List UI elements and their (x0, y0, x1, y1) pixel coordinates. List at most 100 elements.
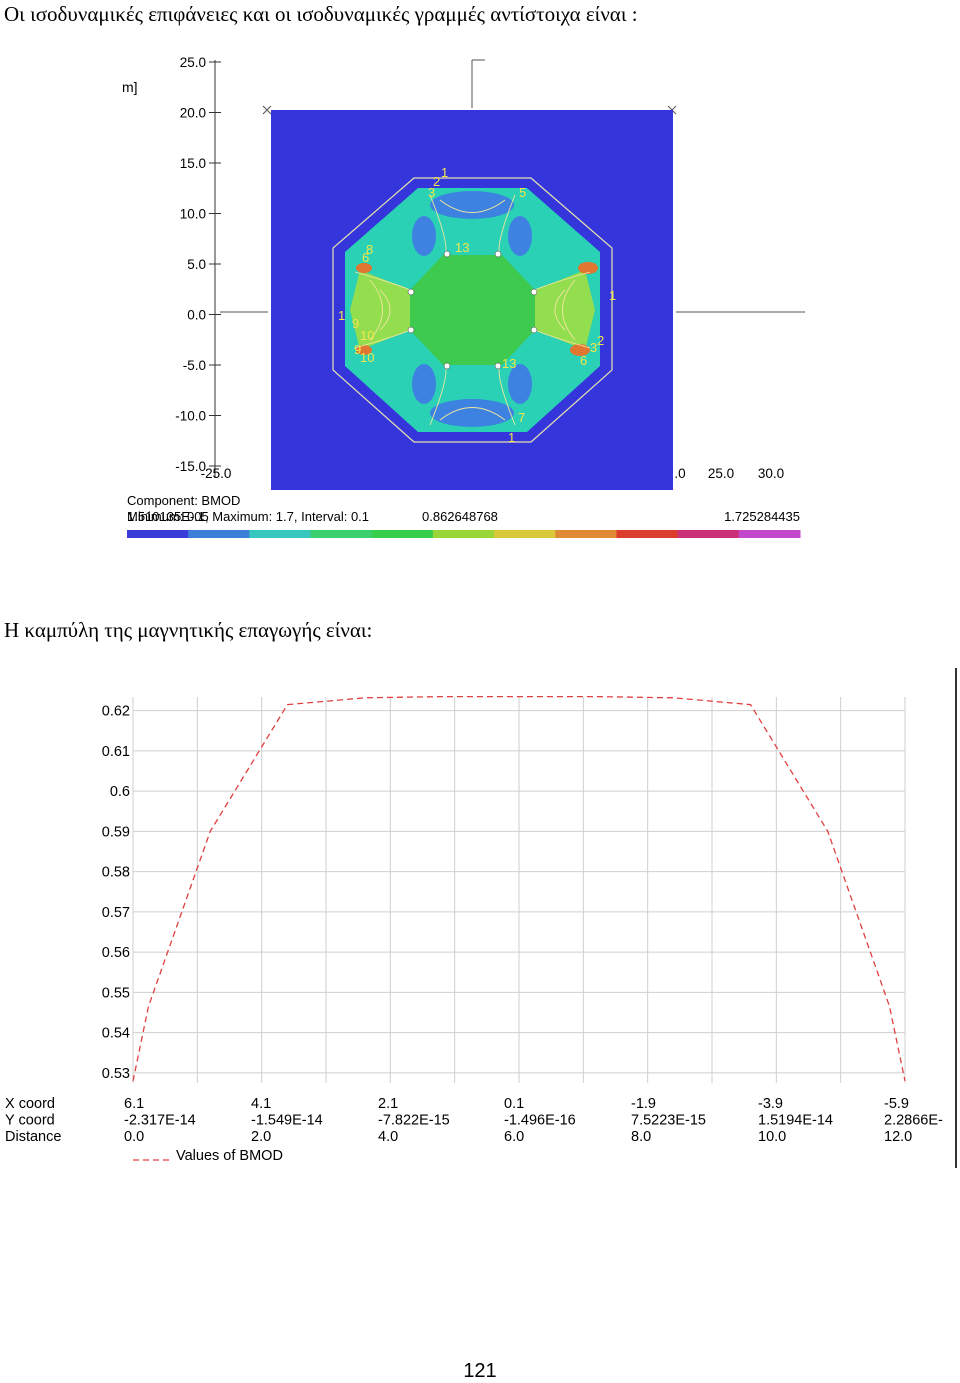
table-cell: 2.1 (378, 1096, 398, 1112)
field-y-tick-label: -5.0 (183, 358, 206, 373)
field-markers (220, 59, 805, 313)
flux-bands (350, 270, 595, 350)
color-scale-step (494, 530, 556, 538)
contour-label: 1 (441, 165, 448, 180)
chart-grid (132, 697, 906, 1083)
field-y-tick-label: 20.0 (180, 106, 206, 121)
table-cell: 2.2866E- (884, 1113, 943, 1129)
y-tick-label: 0.54 (102, 1026, 130, 1042)
table-cell: -1.9 (631, 1096, 656, 1112)
y-tick-label: 0.53 (102, 1066, 130, 1082)
bmod-chart: 0.620.610.60.590.580.570.560.550.540.53 … (5, 695, 943, 1164)
field-x-tick-label: -25.0 (201, 466, 232, 481)
contour-label: 8 (366, 242, 373, 257)
range-label: Minimum: 0.1, Maximum: 1.7, Interval: 0.… (127, 509, 369, 524)
table-cell: 6.1 (124, 1096, 144, 1112)
table-cell: 2.0 (251, 1129, 271, 1145)
field-y-tick-label: 15.0 (180, 156, 206, 171)
contour-label: 7 (518, 410, 525, 425)
table-cell: 6.0 (504, 1129, 524, 1145)
y-tick-label: 0.58 (102, 865, 130, 881)
curve-paragraph: Η καμπύλη της μαγνητικής επαγωγής είναι: (4, 618, 373, 642)
table-cell: 4.0 (378, 1129, 398, 1145)
table-cell: -1.496E-16 (504, 1113, 576, 1129)
table-cell: 0.0 (124, 1129, 144, 1145)
field-y-tick-label: -15.0 (175, 459, 206, 474)
table-row-label: X coord (5, 1096, 55, 1112)
contour-label: 1 (508, 430, 515, 445)
color-scale-step (127, 530, 189, 538)
contour-label: 3 (590, 340, 597, 355)
color-scale-step (310, 530, 373, 538)
table-cell: 4.1 (251, 1096, 271, 1112)
color-scale-step (249, 530, 312, 538)
legend: Values of BMOD (133, 1148, 283, 1164)
table-cell: 7.5223E-15 (631, 1113, 706, 1129)
series-line (132, 695, 906, 1082)
field-y-tick-label: 5.0 (187, 257, 206, 272)
max-value-label: 1.725284435 (724, 509, 800, 524)
contour-label: 1 (609, 288, 616, 303)
color-scale-step (432, 530, 495, 538)
table-cell: -1.549E-14 (251, 1113, 323, 1129)
contour-label: 5 (519, 185, 526, 200)
table-cell: -3.9 (758, 1096, 783, 1112)
color-scale-step (555, 530, 617, 538)
color-scale-step (738, 530, 801, 538)
table-cell: 8.0 (631, 1129, 651, 1145)
table-row-label: Y coord (5, 1113, 55, 1129)
color-scale-step (371, 530, 434, 538)
field-unit-label: m] (122, 79, 138, 95)
contour-label: 10 (360, 350, 374, 365)
y-tick-label: 0.55 (102, 985, 130, 1001)
contour-label: 6 (362, 250, 369, 265)
table-cell: -7.822E-15 (378, 1113, 450, 1129)
y-tick-label: 0.57 (102, 905, 130, 921)
field-y-tick-label: 0.0 (187, 308, 206, 323)
y-tick-label: 0.62 (102, 704, 130, 720)
contour-label: 2 (433, 174, 440, 189)
y-tick-label: 0.6 (110, 784, 130, 800)
mid-value-label: 0.862648768 (422, 509, 498, 524)
legend-label: Values of BMOD (176, 1148, 283, 1164)
stator-slots (412, 191, 532, 427)
contour-label: 9 (352, 316, 359, 331)
contour-label: 1 (338, 308, 345, 323)
table-cell: 12.0 (884, 1129, 912, 1145)
table-row-label: Distance (5, 1129, 61, 1145)
table-cell: 10.0 (758, 1129, 786, 1145)
y-tick-label: 0.56 (102, 945, 130, 961)
field-plot: 25.020.015.010.05.00.0-5.0-10.0-15.0 m] (122, 55, 805, 538)
contour-label: 10 (360, 328, 374, 343)
table-cell: 0.1 (504, 1096, 524, 1112)
contour-label: 13 (455, 240, 469, 255)
rotor-poles (407, 250, 538, 370)
field-y-tick-label: -10.0 (175, 409, 206, 424)
field-y-tick-label: 25.0 (180, 55, 206, 70)
page-number: 121 (463, 1360, 497, 1382)
color-scale-bar (127, 530, 801, 538)
component-label: Component: BMOD (127, 493, 240, 508)
field-x-tick-label: .0 (674, 466, 685, 481)
intro-paragraph: Οι ισοδυναμικές επιφάνειες και οι ισοδυν… (4, 2, 638, 26)
contour-label: 13 (502, 356, 516, 371)
y-tick-label: 0.59 (102, 824, 130, 840)
overlap-label: 1.510135E-05 (127, 509, 209, 524)
color-scale-step (677, 530, 740, 538)
rotor-core (410, 255, 535, 365)
table-cell: -2.317E-14 (124, 1113, 196, 1129)
field-x-ticks: -25.0 .0 25.0 30.0 (201, 466, 785, 481)
outer-boundary (332, 177, 613, 443)
field-y-ticks: 25.0 20.0 15.0 10.0 5.0 0.0 -5.0 -10.0 -15.0 (175, 55, 221, 474)
contour-label: 6 (580, 353, 587, 368)
table-cell: 1.5194E-14 (758, 1113, 833, 1129)
series-layer (132, 695, 906, 1082)
y-tick-labels: 0.62 0.61 0.6 0.59 0.58 0.57 0.56 0.55 0.54 0.53 (102, 704, 130, 1082)
contour-label: 3 (428, 185, 435, 200)
color-scale-step (616, 530, 679, 538)
field-y-tick-label: 10.0 (180, 207, 206, 222)
field-x-tick-label: 30.0 (758, 466, 784, 481)
page-edge-rule (955, 668, 957, 1168)
